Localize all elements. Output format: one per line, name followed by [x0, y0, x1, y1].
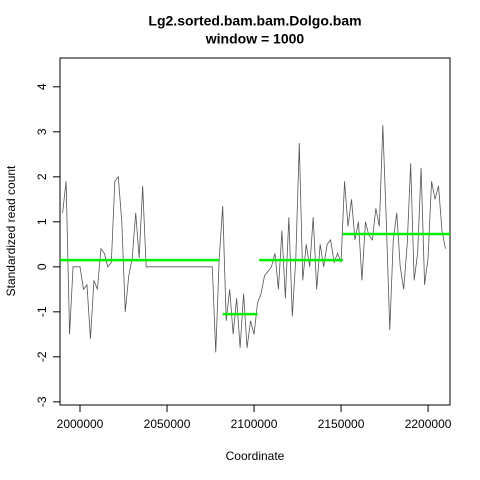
y-tick-label: 4 — [35, 83, 49, 90]
data-line — [62, 125, 446, 353]
plot-frame — [59, 57, 451, 406]
x-axis-label: Coordinate — [226, 449, 285, 463]
x-tick-label: 2100000 — [231, 417, 278, 431]
x-tick-label: 2000000 — [57, 417, 104, 431]
y-axis-label: Standardized read count — [4, 165, 18, 296]
x-tick-label: 2050000 — [144, 417, 191, 431]
x-tick-label: 2200000 — [405, 417, 452, 431]
y-tick-label: 0 — [35, 263, 49, 270]
y-tick-label: 1 — [35, 218, 49, 225]
y-tick-label: 2 — [35, 173, 49, 180]
y-tick-label: -2 — [35, 351, 49, 362]
chart-subtitle: window = 1000 — [205, 31, 305, 47]
y-tick-label: -1 — [35, 306, 49, 317]
y-tick-label: -3 — [35, 396, 49, 407]
x-tick-label: 2150000 — [318, 417, 365, 431]
y-tick-label: 3 — [35, 128, 49, 135]
chart-title: Lg2.sorted.bam.bam.Dolgo.bam — [148, 13, 361, 29]
